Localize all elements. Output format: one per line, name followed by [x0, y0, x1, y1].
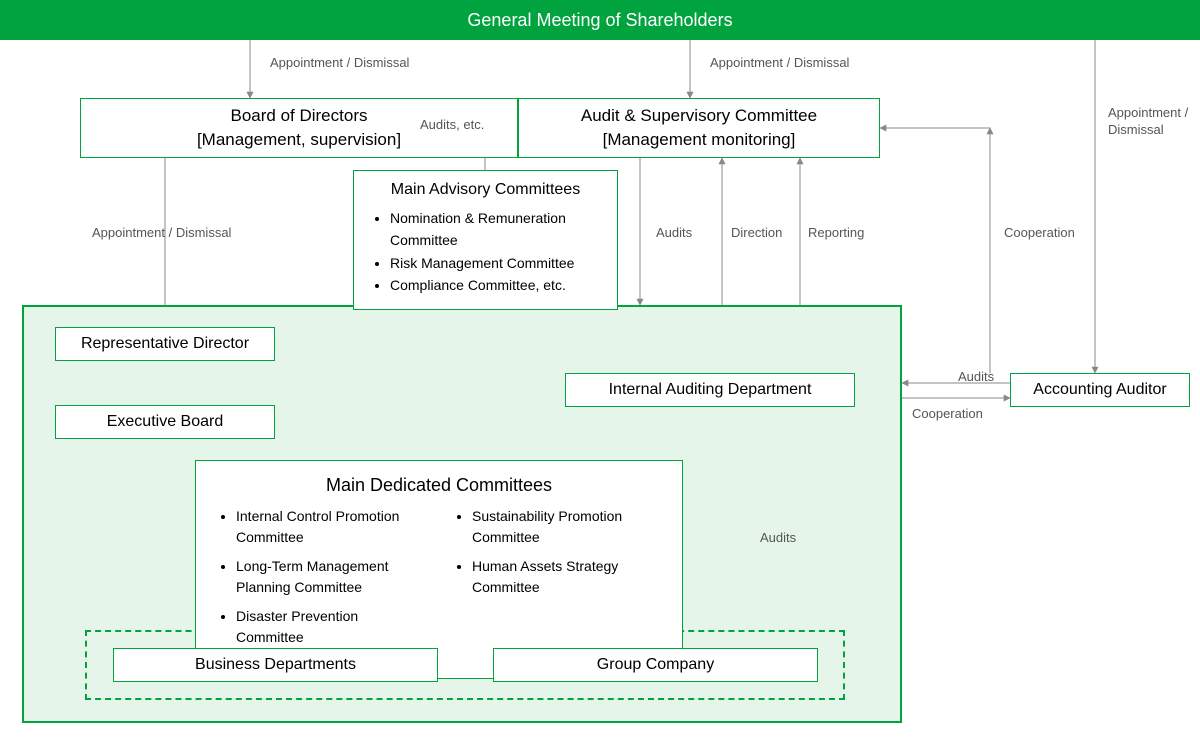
group-company-box: Group Company [493, 648, 818, 682]
label-cooperation-2: Cooperation [912, 406, 983, 421]
advisory-item: Nomination & Remuneration Committee [390, 207, 599, 252]
advisory-item: Risk Management Committee [390, 252, 599, 274]
internal-auditing-dept-box: Internal Auditing Department [565, 373, 855, 407]
audit-subtitle: [Management monitoring] [581, 128, 817, 152]
representative-director-box: Representative Director [55, 327, 275, 361]
shareholders-header: General Meeting of Shareholders [0, 0, 1200, 40]
accounting-auditor-box: Accounting Auditor [1010, 373, 1190, 407]
advisory-item: Compliance Committee, etc. [390, 274, 599, 296]
rep-director-label: Representative Director [81, 333, 249, 355]
label-appointment-3: Appointment /Dismissal [1108, 105, 1188, 139]
dedicated-col2: Sustainability Promotion Committee Human … [454, 506, 660, 656]
board-title: Board of Directors [197, 104, 401, 128]
label-reporting: Reporting [808, 225, 864, 240]
advisory-list: Nomination & Remuneration CommitteeRisk … [372, 207, 599, 297]
dedicated-item: Long-Term Management Planning Committee [236, 556, 424, 598]
exec-board-label: Executive Board [107, 411, 224, 433]
main-advisory-committees-box: Main Advisory Committees Nomination & Re… [353, 170, 618, 310]
board-subtitle: [Management, supervision] [197, 128, 401, 152]
group-company-label: Group Company [597, 654, 714, 676]
label-audits-etc: Audits, etc. [420, 117, 484, 132]
main-dedicated-committees-box: Main Dedicated Committees Internal Contr… [195, 460, 683, 679]
business-departments-box: Business Departments [113, 648, 438, 682]
label-appointment-4: Appointment / Dismissal [92, 225, 231, 240]
business-dept-label: Business Departments [195, 654, 356, 676]
executive-board-box: Executive Board [55, 405, 275, 439]
dedicated-item: Disaster Prevention Committee [236, 606, 424, 648]
audit-supervisory-committee-box: Audit & Supervisory Committee [Managemen… [518, 98, 880, 158]
accounting-auditor-label: Accounting Auditor [1033, 379, 1166, 401]
dedicated-title: Main Dedicated Committees [218, 475, 660, 496]
advisory-title: Main Advisory Committees [372, 181, 599, 199]
internal-audit-label: Internal Auditing Department [609, 379, 812, 401]
label-appointment-1: Appointment / Dismissal [270, 55, 409, 70]
label-audits-1: Audits [656, 225, 692, 240]
dedicated-item: Sustainability Promotion Committee [472, 506, 660, 548]
label-audits-3: Audits [760, 530, 796, 545]
header-title: General Meeting of Shareholders [467, 10, 732, 31]
dedicated-col1: Internal Control Promotion Committee Long… [218, 506, 424, 656]
label-direction: Direction [731, 225, 782, 240]
label-cooperation-1: Cooperation [1004, 225, 1075, 240]
dedicated-item: Human Assets Strategy Committee [472, 556, 660, 598]
audit-title: Audit & Supervisory Committee [581, 104, 817, 128]
dedicated-item: Internal Control Promotion Committee [236, 506, 424, 548]
label-audits-2: Audits [958, 369, 994, 384]
label-appointment-2: Appointment / Dismissal [710, 55, 849, 70]
